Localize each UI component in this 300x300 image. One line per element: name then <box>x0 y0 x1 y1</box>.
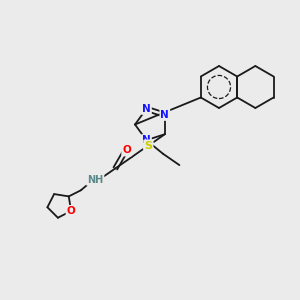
Text: N: N <box>142 104 151 114</box>
Text: N: N <box>142 135 151 145</box>
Text: O: O <box>122 146 131 155</box>
Text: O: O <box>67 206 76 216</box>
Text: S: S <box>144 141 152 151</box>
Text: NH: NH <box>87 175 104 185</box>
Text: N: N <box>160 110 169 120</box>
